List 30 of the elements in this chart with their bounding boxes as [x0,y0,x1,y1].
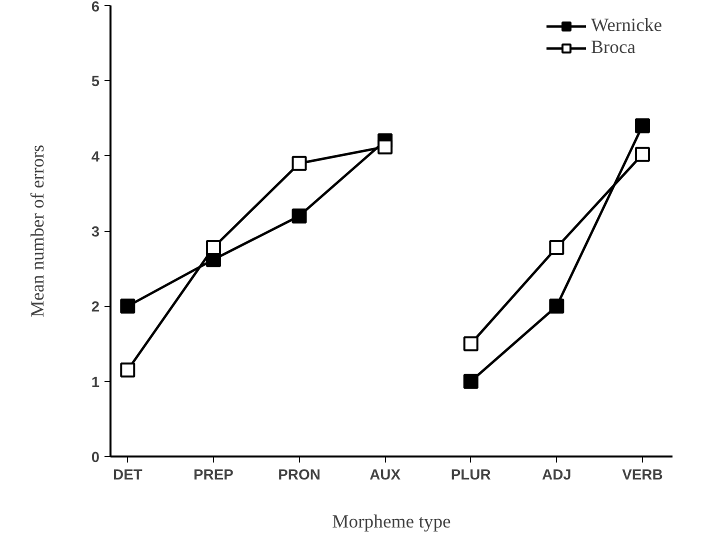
x-tick-label: PRON [278,468,320,484]
y-tick-label: 2 [91,300,100,316]
point [634,146,650,162]
point [120,362,136,378]
y-axis-title: Mean number of errors [27,144,48,318]
point [549,298,564,314]
legend-label: Broca [590,37,636,59]
point [463,374,478,389]
point [549,240,564,256]
point [292,208,307,224]
point [206,240,221,256]
y-tick-label: 5 [91,74,100,90]
point [634,118,650,134]
point [463,336,478,352]
x-tick-label: VERB [622,468,663,484]
legend-label: Wernicke [590,15,662,37]
x-axis-title: Morpheme type [332,512,451,532]
point [292,156,307,171]
y-tick-label: 3 [91,224,100,240]
x-tick-label: DET [113,468,142,484]
y-tick-label: 1 [91,374,100,391]
point [120,298,136,314]
y-tick-label: 0 [91,450,100,466]
point [378,139,393,154]
x-tick-label: PLUR [450,468,492,484]
x-tick-label: AUX [370,468,401,484]
y-tick-label: 6 [91,0,100,16]
x-tick-label: ADJ [542,468,572,484]
y-tick-label: 4 [91,149,100,166]
x-tick-label: PREP [194,468,234,484]
